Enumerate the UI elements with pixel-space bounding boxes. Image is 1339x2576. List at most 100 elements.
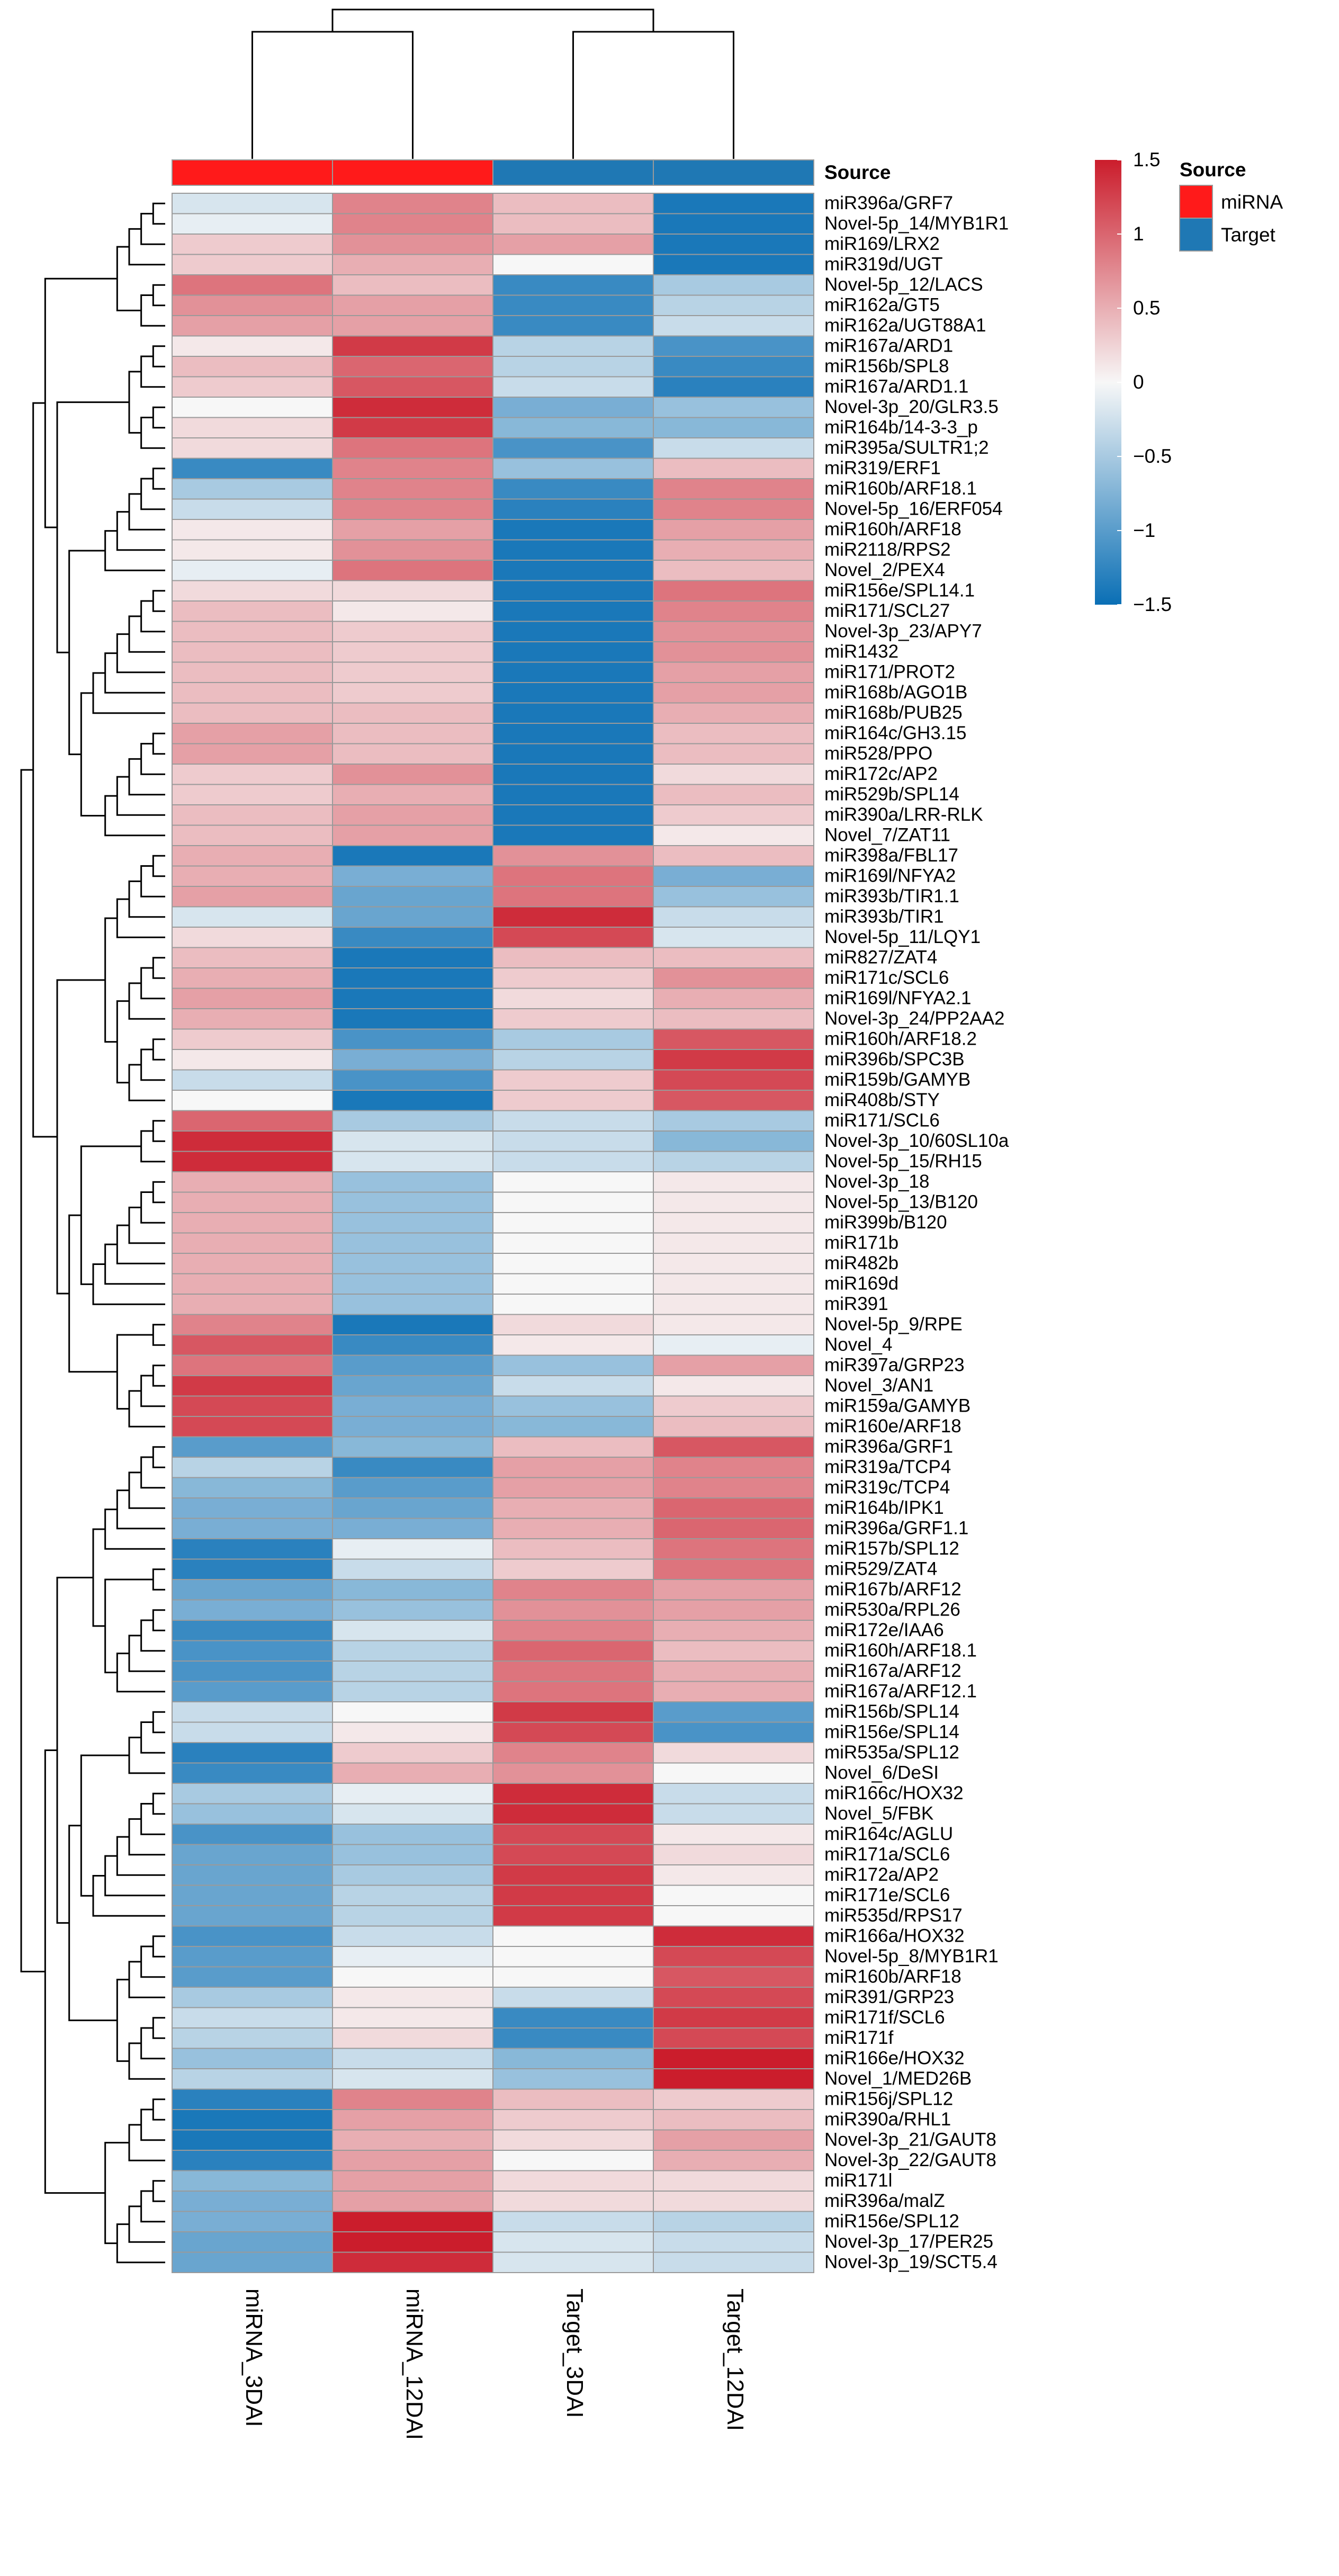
heatmap-cell (653, 1273, 814, 1295)
heatmap-cell (332, 1538, 493, 1560)
dendrogram-link (140, 743, 165, 775)
heatmap-cell (172, 1987, 333, 2008)
heatmap-cell (653, 682, 814, 704)
heatmap-cell (653, 1375, 814, 1397)
heatmap-cell (172, 2027, 333, 2049)
heatmap-cell (172, 682, 333, 704)
row-label: miR160h/ARF18.2 (824, 1029, 977, 1049)
legend-label: Target (1221, 224, 1276, 246)
heatmap-cell (653, 1110, 814, 1132)
heatmap-cell (172, 641, 333, 663)
row-label: miR408b/STY (824, 1090, 940, 1110)
row-label: miR164b/14-3-3_p (824, 417, 978, 438)
row-label: miR172a/AP2 (824, 1864, 939, 1885)
heatmap-cell (332, 1477, 493, 1498)
dendrogram-link (116, 776, 165, 816)
heatmap-cell (653, 294, 814, 316)
row-label: miR396b/SPC3B (824, 1049, 965, 1070)
heatmap-cell (172, 1558, 333, 1580)
dendrogram-link (104, 652, 165, 694)
heatmap-cell (172, 335, 333, 357)
heatmap-cell (653, 661, 814, 683)
dendrogram-link (152, 1446, 165, 1468)
row-label: miR390a/RHL1 (824, 2109, 951, 2130)
heatmap-cell (492, 1844, 654, 1865)
heatmap-cell (332, 682, 493, 704)
heatmap-cell (653, 560, 814, 581)
heatmap-cell (492, 1579, 654, 1601)
row-label: miR529b/SPL14 (824, 784, 959, 805)
heatmap-cell (172, 457, 333, 479)
heatmap-cell (172, 1925, 333, 1947)
dendrogram-link (140, 1191, 165, 1224)
row-label: miR162a/GT5 (824, 295, 940, 316)
heatmap-cell (653, 1232, 814, 1254)
heatmap-cell (172, 1803, 333, 1825)
heatmap-cell (172, 845, 333, 867)
heatmap-cell (653, 1069, 814, 1091)
heatmap-cell (492, 1966, 654, 1988)
heatmap-cell (653, 600, 814, 622)
row-label: Novel-5p_15/RH15 (824, 1151, 982, 1172)
row-label: miR393b/TIR1 (824, 906, 944, 927)
heatmap-cell (332, 2170, 493, 2192)
heatmap-cell (332, 1518, 493, 1539)
colorbar-tick-label: 1 (1133, 223, 1144, 245)
heatmap-cell (172, 784, 333, 805)
dendrogram-link (128, 2042, 165, 2080)
heatmap-cell (653, 1497, 814, 1519)
row-label: Novel-3p_17/PER25 (824, 2231, 993, 2252)
heatmap-cell (332, 376, 493, 398)
heatmap-cell (492, 927, 654, 948)
heatmap-cell (492, 1477, 654, 1498)
annotation-cell (653, 159, 814, 186)
heatmap-cell (172, 1783, 333, 1805)
heatmap-cell (172, 1232, 333, 1254)
heatmap-cell (332, 193, 493, 214)
annotation-cell (172, 159, 333, 186)
heatmap-cell (172, 539, 333, 561)
heatmap-cell (332, 927, 493, 948)
row-label: miR167a/ARF12.1 (824, 1681, 977, 1702)
heatmap-cell (332, 2211, 493, 2232)
heatmap-cell (332, 1925, 493, 1947)
heatmap-cell (492, 356, 654, 378)
row-label: miR160b/ARF18.1 (824, 478, 977, 499)
heatmap-cell (653, 234, 814, 255)
row-label: miR166a/HOX32 (824, 1926, 965, 1946)
heatmap-cell (492, 1681, 654, 1702)
heatmap-cell (172, 1497, 333, 1519)
dendrogram-link (152, 957, 165, 979)
heatmap-cell (172, 1008, 333, 1030)
heatmap-cell (332, 1579, 493, 1601)
colorbar-tick-label: 0 (1133, 371, 1144, 393)
heatmap-cell (172, 1151, 333, 1172)
heatmap-cell (653, 1824, 814, 1845)
heatmap-cell (332, 1028, 493, 1050)
row-label: Novel-3p_18 (824, 1171, 929, 1192)
heatmap-cell (332, 1599, 493, 1621)
row-label: miR171f (824, 2027, 894, 2048)
dendrogram-link (128, 1206, 165, 1244)
heatmap-cell (492, 764, 654, 785)
heatmap-cell (332, 2231, 493, 2253)
heatmap-cell (653, 1620, 814, 1641)
heatmap-cell (653, 784, 814, 805)
dendrogram-link (152, 1120, 165, 1142)
dendrogram-link (128, 1635, 165, 1672)
heatmap-cell (492, 1946, 654, 1968)
legend-swatch (1179, 185, 1213, 219)
heatmap-cell (332, 1375, 493, 1397)
heatmap-cell (172, 560, 333, 581)
heatmap-cell (653, 1905, 814, 1927)
heatmap-cell (332, 1416, 493, 1438)
heatmap-cell (332, 1905, 493, 1927)
row-label: miR159a/GAMYB (824, 1396, 970, 1416)
heatmap-cell (172, 1253, 333, 1274)
heatmap-cell (332, 1762, 493, 1784)
dendrogram-link (152, 2180, 165, 2202)
row-label: miR171c/SCL6 (824, 967, 949, 988)
heatmap-cell (492, 376, 654, 398)
heatmap-cell (172, 1884, 333, 1906)
dendrogram-link (116, 2223, 165, 2264)
